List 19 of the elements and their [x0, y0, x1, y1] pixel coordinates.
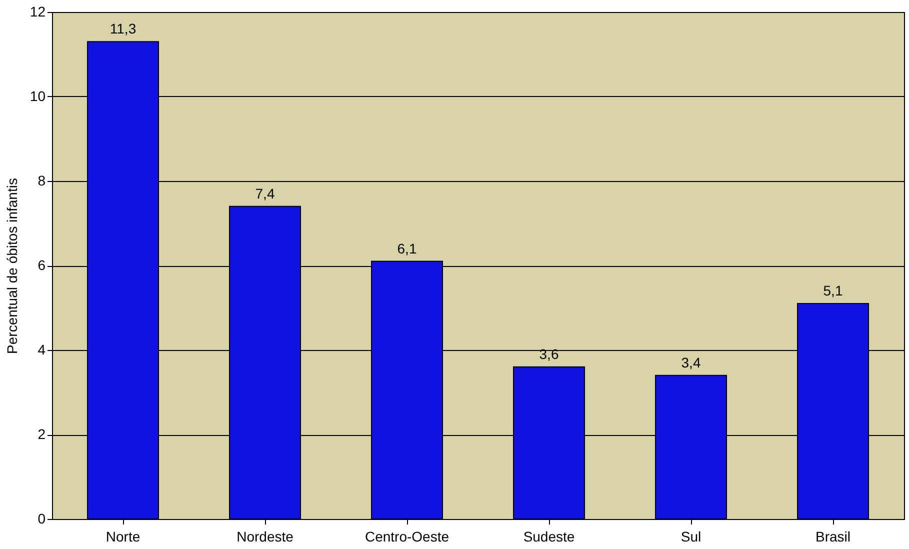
x-tick-label: Sudeste [523, 528, 575, 544]
y-tick-label: 4 [38, 342, 46, 358]
x-tick-label: Brasil [815, 528, 851, 544]
x-tick-label: Nordeste [236, 528, 294, 544]
x-tick-label: Sul [680, 528, 702, 544]
data-label: 6,1 [397, 240, 417, 256]
y-tick-label: 6 [38, 257, 46, 273]
y-tick-label: 8 [38, 172, 46, 188]
x-tick-label: Norte [106, 528, 140, 544]
data-label: 3,4 [681, 354, 701, 370]
y-tick-label: 12 [30, 4, 46, 20]
y-axis-title: Percentual de óbitos infantis [4, 178, 20, 354]
y-tick-label: 2 [38, 426, 46, 442]
data-label: 7,4 [255, 185, 275, 202]
y-tick-label: 10 [30, 88, 46, 104]
data-label: 11,3 [110, 20, 136, 37]
y-tick-label: 0 [38, 510, 46, 526]
x-tick-label: Centro-Oeste [364, 528, 450, 544]
data-label: 5,1 [823, 282, 843, 299]
